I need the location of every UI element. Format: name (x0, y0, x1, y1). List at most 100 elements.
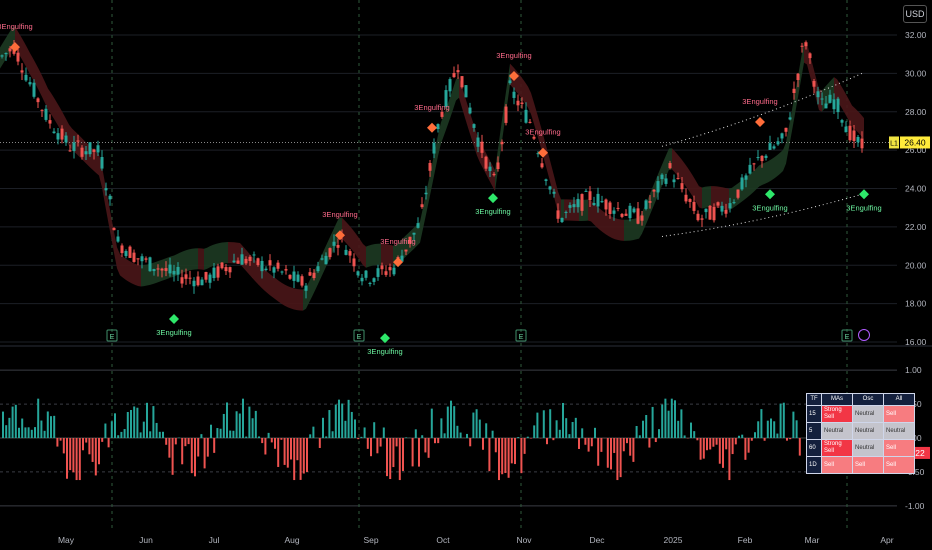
oscillator-bar (78, 438, 81, 481)
candle-body (820, 98, 824, 100)
oscillator-bar (549, 409, 552, 438)
oscillator-bar (94, 438, 97, 476)
oscillator-bar (555, 420, 558, 438)
x-tick-label: Jun (139, 535, 153, 545)
x-tick-label: Apr (880, 535, 893, 545)
candle-body (624, 213, 628, 216)
wave-band-segment (762, 162, 765, 185)
candle-body (324, 255, 328, 265)
oscillator-bar (270, 438, 273, 443)
oscillator-bar (251, 418, 254, 438)
candle-body (184, 274, 188, 279)
wave-band-segment (849, 99, 852, 127)
wave-band-segment (189, 248, 192, 271)
wave-band-segment (381, 243, 384, 265)
wave-band-segment (618, 218, 621, 241)
wave-band-segment (387, 244, 390, 266)
candle-body (776, 141, 780, 145)
wave-band-segment (36, 63, 39, 91)
oscillator-bar (725, 438, 728, 450)
oscillator-bar (203, 438, 206, 469)
candle-body (344, 249, 348, 255)
wave-band-segment (435, 134, 438, 172)
bullish-signal-diamond (169, 313, 179, 324)
candle-body (236, 260, 240, 264)
candle-body (612, 210, 616, 214)
oscillator-bar (238, 413, 241, 438)
table-row: 1D Sell Sell Sell (806, 456, 915, 474)
wave-band-segment (447, 97, 450, 128)
oscillator-bar (558, 429, 561, 438)
table-cell: 1D (806, 456, 822, 474)
candle-body (448, 79, 452, 92)
oscillator-bar (248, 406, 251, 438)
candle-body (812, 81, 816, 87)
oscillator-bar (712, 438, 715, 447)
x-tick-label: Jul (209, 535, 220, 545)
wave-band-segment (120, 254, 123, 278)
candle-body (744, 175, 748, 180)
currency-button[interactable]: USD (903, 5, 927, 23)
candle-body (724, 209, 728, 214)
candle-body (696, 213, 700, 221)
oscillator-bar (152, 406, 155, 438)
candle-body (544, 179, 548, 181)
candle-body (656, 181, 660, 193)
table-cell: Sell (883, 405, 915, 423)
trend-channel (0, 72, 897, 237)
wave-band-segment (507, 63, 510, 106)
wave-band-segment (537, 113, 540, 145)
candle-body (584, 190, 588, 192)
candle-body (128, 246, 132, 258)
wave-band-segment (819, 89, 822, 112)
wave-band-segment (705, 186, 708, 208)
oscillator-bar (635, 425, 638, 438)
candle-body (372, 278, 376, 282)
oscillator-bar (318, 438, 321, 448)
candle-body (856, 136, 860, 143)
oscillator-bar (494, 438, 497, 453)
oscillator-bar (587, 438, 590, 452)
candle-body (572, 204, 576, 208)
candle-body (500, 141, 504, 145)
candle-body (360, 277, 364, 282)
candle-body (252, 254, 256, 256)
candle-body (616, 207, 620, 209)
candle-body (212, 267, 216, 279)
candle-body (312, 272, 316, 279)
oscillator-bar (600, 438, 603, 452)
candle-body (736, 189, 740, 198)
wave-band-segment (6, 32, 9, 59)
wave-band-segment (24, 41, 27, 69)
candle-body (288, 274, 292, 279)
candle-body (100, 157, 104, 169)
wave-band-segment (609, 215, 612, 238)
candle-body (740, 177, 744, 190)
wave-band-segment (528, 86, 531, 115)
wave-band-segment (432, 149, 435, 186)
oscillator-bar (766, 420, 769, 438)
candle-body (460, 76, 464, 88)
oscillator-bar (155, 422, 158, 438)
candle-body (156, 268, 160, 270)
candle-body (168, 264, 172, 274)
candle-body (536, 153, 540, 155)
candle-body (160, 268, 164, 271)
oscillator-bars (2, 398, 801, 481)
candle-body (788, 117, 792, 120)
candle-body (764, 155, 768, 158)
wave-band-segment (42, 75, 45, 104)
candle-body (556, 210, 560, 219)
wave-band-segment (492, 164, 495, 192)
oscillator-bar (136, 407, 139, 438)
wave-band-segment (21, 36, 24, 64)
candle-body (676, 177, 680, 179)
oscillator-bar (795, 420, 798, 438)
wave-band-segment (633, 218, 636, 241)
candle-body (808, 53, 812, 59)
candle-body (336, 244, 340, 248)
wave-band-segment (420, 207, 423, 243)
candle-body (716, 202, 720, 206)
oscillator-bar (536, 412, 539, 438)
